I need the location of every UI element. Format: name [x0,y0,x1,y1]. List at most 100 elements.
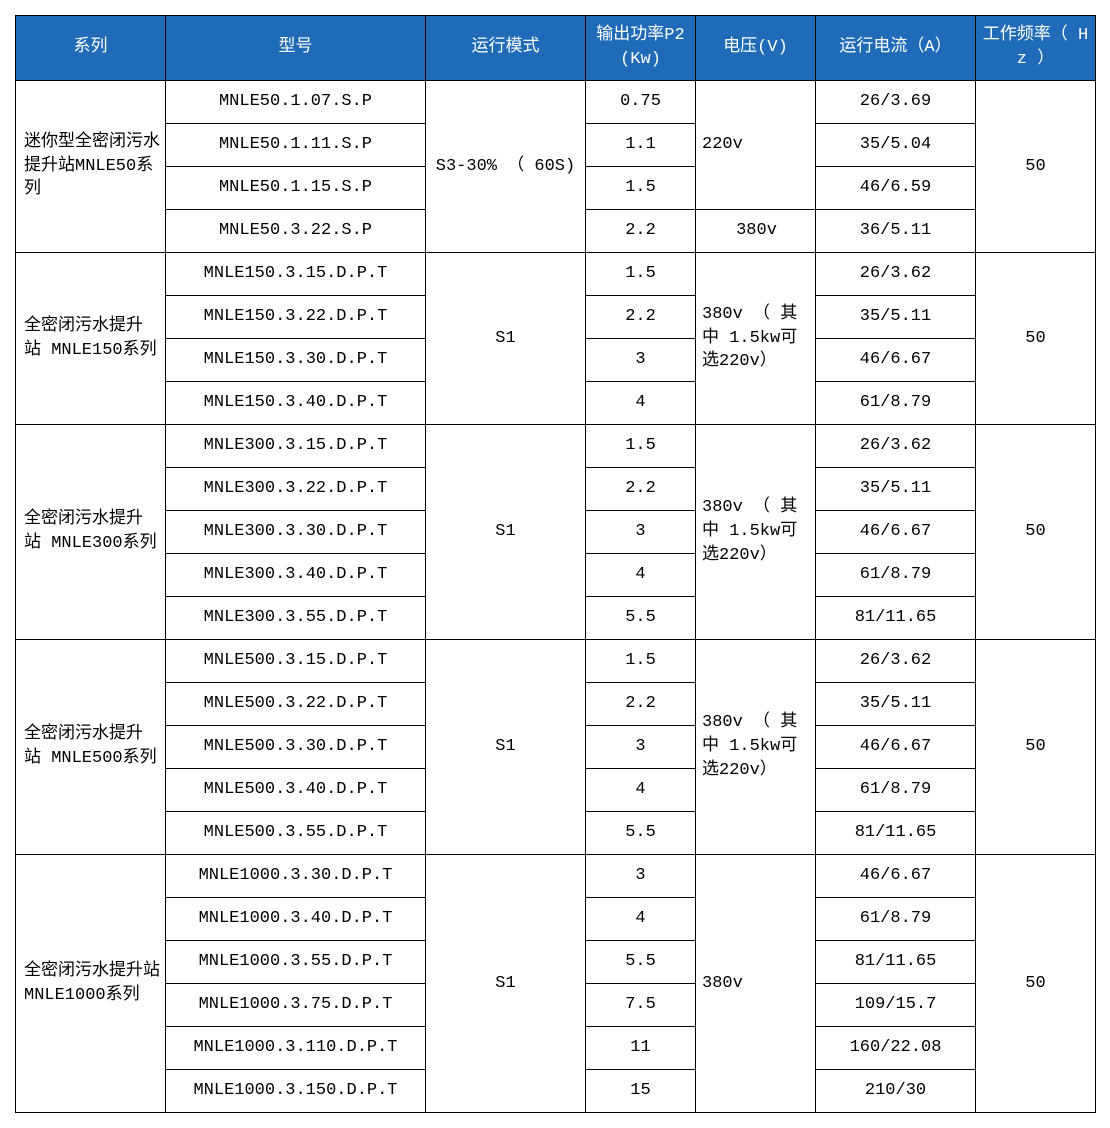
cell-freq: 50 [976,425,1096,640]
cell-model: MNLE500.3.30.D.P.T [166,726,426,769]
cell-series: 全密闭污水提升 站 MNLE500系列 [16,640,166,855]
cell-series: 迷你型全密闭污水提升站MNLE50系列 [16,81,166,253]
cell-series: 全密闭污水提升 站 MNLE300系列 [16,425,166,640]
header-row: 系列 型号 运行模式 输出功率P2(Kw) 电压(V) 运行电流（A） 工作频率… [16,16,1096,81]
cell-power: 4 [586,382,696,425]
cell-voltage: 380v [696,210,816,253]
cell-current: 35/5.11 [816,296,976,339]
col-header-model: 型号 [166,16,426,81]
cell-current: 26/3.69 [816,81,976,124]
cell-power: 5.5 [586,812,696,855]
cell-power: 3 [586,855,696,898]
cell-model: MNLE500.3.40.D.P.T [166,769,426,812]
cell-freq: 50 [976,81,1096,253]
cell-model: MNLE300.3.22.D.P.T [166,468,426,511]
cell-model: MNLE1000.3.30.D.P.T [166,855,426,898]
cell-power: 1.1 [586,124,696,167]
cell-current: 61/8.79 [816,382,976,425]
cell-power: 2.2 [586,210,696,253]
cell-freq: 50 [976,855,1096,1113]
cell-model: MNLE500.3.15.D.P.T [166,640,426,683]
cell-model: MNLE300.3.55.D.P.T [166,597,426,640]
cell-power: 4 [586,898,696,941]
cell-voltage: 380v [696,855,816,1113]
cell-model: MNLE50.3.22.S.P [166,210,426,253]
cell-power: 7.5 [586,984,696,1027]
cell-power: 15 [586,1070,696,1113]
cell-model: MNLE1000.3.40.D.P.T [166,898,426,941]
cell-series: 全密闭污水提升站MNLE1000系列 [16,855,166,1113]
cell-model: MNLE500.3.22.D.P.T [166,683,426,726]
cell-current: 36/5.11 [816,210,976,253]
spec-table: 系列 型号 运行模式 输出功率P2(Kw) 电压(V) 运行电流（A） 工作频率… [15,15,1096,1113]
cell-voltage: 380v （ 其中 1.5kw可 选220v） [696,640,816,855]
cell-model: MNLE300.3.15.D.P.T [166,425,426,468]
cell-model: MNLE150.3.22.D.P.T [166,296,426,339]
cell-voltage: 220v [696,81,816,210]
cell-power: 5.5 [586,597,696,640]
cell-power: 11 [586,1027,696,1070]
cell-voltage: 380v （ 其中 1.5kw可 选220v） [696,253,816,425]
cell-model: MNLE1000.3.110.D.P.T [166,1027,426,1070]
cell-power: 1.5 [586,253,696,296]
cell-current: 46/6.67 [816,726,976,769]
table-row: 全密闭污水提升 站 MNLE300系列MNLE300.3.15.D.P.TS11… [16,425,1096,468]
col-header-current: 运行电流（A） [816,16,976,81]
table-row: 全密闭污水提升 站 MNLE500系列MNLE500.3.15.D.P.TS11… [16,640,1096,683]
cell-model: MNLE150.3.40.D.P.T [166,382,426,425]
cell-model: MNLE1000.3.75.D.P.T [166,984,426,1027]
cell-model: MNLE500.3.55.D.P.T [166,812,426,855]
cell-current: 61/8.79 [816,554,976,597]
cell-model: MNLE150.3.15.D.P.T [166,253,426,296]
cell-model: MNLE150.3.30.D.P.T [166,339,426,382]
cell-current: 81/11.65 [816,812,976,855]
cell-current: 46/6.67 [816,339,976,382]
cell-power: 2.2 [586,468,696,511]
cell-mode: S3-30% （ 60S) [426,81,586,253]
col-header-power: 输出功率P2(Kw) [586,16,696,81]
cell-current: 26/3.62 [816,425,976,468]
cell-model: MNLE50.1.11.S.P [166,124,426,167]
cell-power: 4 [586,769,696,812]
cell-current: 81/11.65 [816,597,976,640]
cell-mode: S1 [426,425,586,640]
cell-current: 160/22.08 [816,1027,976,1070]
cell-current: 61/8.79 [816,898,976,941]
table-row: 全密闭污水提升站MNLE1000系列MNLE1000.3.30.D.P.TS13… [16,855,1096,898]
cell-series: 全密闭污水提升 站 MNLE150系列 [16,253,166,425]
cell-model: MNLE300.3.30.D.P.T [166,511,426,554]
cell-mode: S1 [426,855,586,1113]
cell-freq: 50 [976,640,1096,855]
cell-power: 3 [586,726,696,769]
col-header-mode: 运行模式 [426,16,586,81]
cell-model: MNLE50.1.15.S.P [166,167,426,210]
cell-power: 1.5 [586,425,696,468]
col-header-freq: 工作频率（ Hz ） [976,16,1096,81]
cell-voltage: 380v （ 其中 1.5kw可 选220v） [696,425,816,640]
cell-current: 81/11.65 [816,941,976,984]
cell-current: 26/3.62 [816,253,976,296]
col-header-series: 系列 [16,16,166,81]
cell-power: 3 [586,511,696,554]
cell-power: 0.75 [586,81,696,124]
cell-current: 35/5.11 [816,468,976,511]
cell-current: 35/5.11 [816,683,976,726]
cell-current: 26/3.62 [816,640,976,683]
cell-power: 4 [586,554,696,597]
cell-mode: S1 [426,640,586,855]
cell-power: 1.5 [586,167,696,210]
cell-current: 109/15.7 [816,984,976,1027]
cell-model: MNLE1000.3.55.D.P.T [166,941,426,984]
cell-power: 3 [586,339,696,382]
cell-power: 2.2 [586,296,696,339]
cell-current: 210/30 [816,1070,976,1113]
cell-power: 1.5 [586,640,696,683]
cell-current: 46/6.67 [816,511,976,554]
col-header-voltage: 电压(V) [696,16,816,81]
cell-freq: 50 [976,253,1096,425]
cell-current: 61/8.79 [816,769,976,812]
cell-current: 35/5.04 [816,124,976,167]
cell-current: 46/6.59 [816,167,976,210]
cell-model: MNLE300.3.40.D.P.T [166,554,426,597]
cell-model: MNLE50.1.07.S.P [166,81,426,124]
